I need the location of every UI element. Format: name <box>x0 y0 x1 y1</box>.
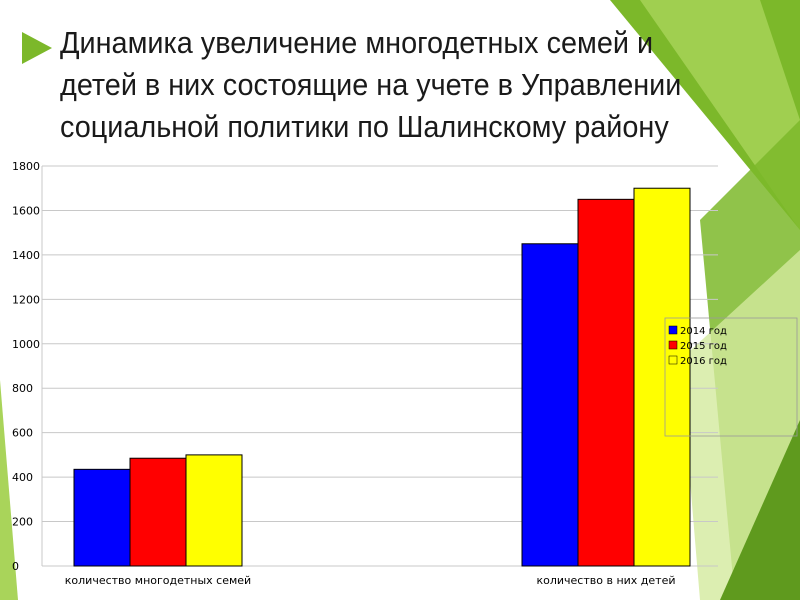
bar-2-3 <box>633 187 691 567</box>
y-tick-label: 1600 <box>12 204 40 217</box>
category-labels: количество многодетных семей количество в… <box>65 574 676 587</box>
legend-swatch <box>668 340 678 350</box>
legend-box <box>664 317 798 437</box>
y-tick-label: 600 <box>12 427 33 440</box>
bar-2-2 <box>577 198 635 567</box>
legend-swatch <box>668 325 678 335</box>
page-title: Динамика увеличение многодетных семей и … <box>60 25 682 144</box>
legend-swatch <box>668 355 678 365</box>
bar-1-1 <box>73 468 131 567</box>
y-tick-label: 0 <box>12 560 19 573</box>
legend-label: 2016 год <box>680 356 727 367</box>
y-tick-label: 800 <box>12 382 33 395</box>
bars <box>73 187 691 567</box>
y-axis: 0 200 400 600 800 1000 1200 1400 1600 1800 <box>12 160 43 573</box>
y-tick-label: 400 <box>12 471 33 484</box>
category-label: количество многодетных семей <box>65 574 251 587</box>
y-tick-label: 1800 <box>12 160 40 173</box>
legend: 2014 год 2015 год 2016 год <box>664 317 798 437</box>
legend-label: 2014 год <box>680 326 727 337</box>
y-tick-label: 1400 <box>12 249 40 262</box>
bar-chart: 0 200 400 600 800 1000 1200 1400 1600 1800 количе… <box>12 160 798 587</box>
y-tick-label: 200 <box>12 516 33 529</box>
legend-label: 2015 год <box>680 341 727 352</box>
green-stripe-bottom-right <box>720 420 800 600</box>
bar-1-2 <box>129 457 187 567</box>
y-tick-label: 1000 <box>12 338 40 351</box>
bar-1-3 <box>185 454 243 567</box>
green-stripe-bottom-left <box>0 380 18 600</box>
category-label: количество в них детей <box>536 574 675 587</box>
bar-2-1 <box>521 243 579 567</box>
y-tick-label: 1200 <box>12 293 40 306</box>
green-arrow-icon <box>22 32 52 64</box>
